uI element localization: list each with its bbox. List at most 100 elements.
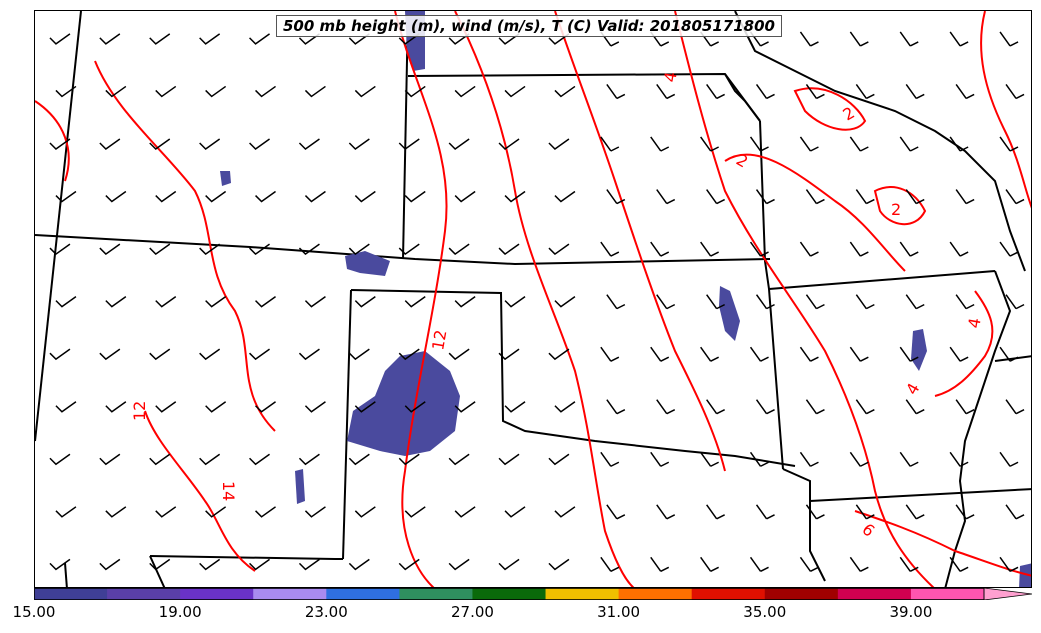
wind-barb [205, 85, 227, 98]
wind-barb [298, 453, 320, 466]
wind-barb [656, 504, 676, 520]
colorbar-segment [910, 588, 985, 600]
wind-barb [354, 85, 376, 98]
wind-barb [99, 453, 121, 466]
shading-wyoming [220, 171, 231, 186]
contour-8 [454, 11, 635, 587]
wind-barb [849, 136, 869, 152]
wind-barb [548, 243, 570, 256]
wind-barb [249, 243, 270, 256]
state-line-mo-ar [768, 270, 996, 290]
wind-speed-shading [220, 11, 1031, 587]
colorbar-segment [545, 588, 620, 600]
wind-barb [955, 84, 975, 100]
wind-barb [149, 138, 171, 150]
temperature-contours [35, 11, 1031, 587]
colorbar-tick-label: 35.00 [743, 603, 787, 621]
wind-barb [999, 31, 1019, 47]
wind-barb [606, 84, 626, 100]
wind-barb [755, 399, 775, 415]
wind-barb [398, 453, 420, 466]
wind-barb [99, 33, 121, 45]
wind-barb [706, 399, 725, 415]
wind-barb [354, 506, 376, 518]
wind-barb [454, 506, 476, 518]
colorbar-tick-label: 19.00 [158, 603, 202, 621]
wind-barb [548, 33, 570, 45]
wind-barb [949, 31, 969, 47]
state-line-wy-co-ks [35, 234, 771, 266]
wind-barb [905, 399, 925, 415]
wind-barb [404, 401, 426, 413]
wind-barb [548, 558, 570, 571]
wind-barb [348, 453, 370, 466]
wind-barb [600, 136, 620, 152]
wind-barb [504, 296, 526, 308]
wind-barb [55, 296, 77, 308]
wind-barb [249, 558, 270, 571]
wind-barb [448, 348, 470, 361]
wind-barb [49, 33, 71, 45]
wind-barb [404, 296, 426, 308]
state-line-west [35, 11, 82, 442]
wind-barb [600, 241, 620, 257]
state-line-nm-ok [350, 289, 796, 467]
wind-barb [899, 31, 919, 47]
wind-barb [650, 451, 670, 467]
wind-barb [155, 190, 177, 203]
state-line-sw [149, 555, 166, 587]
wind-barb [155, 401, 177, 413]
wind-barb [706, 84, 725, 100]
wind-barb [105, 190, 127, 203]
wind-barb [99, 558, 121, 571]
wind-barb [448, 243, 470, 256]
wind-barb [454, 401, 476, 413]
wind-barb [700, 241, 719, 257]
wind-barb [805, 84, 825, 100]
state-line-mo-ks [759, 120, 784, 470]
wind-barb [899, 346, 919, 362]
wind-barb [656, 294, 676, 310]
wind-barb [999, 451, 1019, 467]
wind-barb [554, 190, 576, 203]
wind-barb [899, 241, 919, 257]
colorbar-extend-arrow [983, 588, 1032, 600]
wind-barb [404, 506, 426, 518]
wind-barb [298, 243, 320, 256]
wind-barb [1005, 504, 1025, 520]
contour-label: 12 [428, 328, 450, 351]
wind-barb [855, 294, 875, 310]
wind-barb [149, 453, 171, 466]
wind-barb [398, 243, 420, 256]
wind-barb [348, 348, 370, 361]
wind-barb [855, 84, 875, 100]
wind-barb [955, 189, 975, 205]
wind-barb [755, 84, 775, 100]
wind-barb [348, 138, 370, 150]
contour-2-c [873, 186, 927, 226]
wind-barb [650, 241, 670, 257]
wind-barb [298, 558, 320, 571]
wind-barb [105, 401, 127, 413]
wind-barb [398, 138, 420, 150]
wind-barb [855, 189, 875, 205]
wind-barb [905, 504, 925, 520]
wind-barb [55, 401, 77, 413]
wind-barb [448, 453, 470, 466]
wind-barb [799, 241, 819, 257]
wind-barb [606, 504, 626, 520]
wind-barb [304, 401, 326, 413]
contour-label: 4 [964, 316, 984, 329]
wind-barbs [49, 31, 1025, 573]
wind-barb [606, 399, 626, 415]
wind-barb [606, 294, 626, 310]
contour-6 [554, 11, 726, 472]
wind-barb [255, 190, 276, 203]
colorbar-segment [180, 588, 254, 600]
wind-barb [304, 190, 326, 203]
contour-6-b [854, 510, 1031, 577]
wind-barb [99, 138, 121, 150]
wind-barb [805, 189, 825, 205]
state-line-far-sw [64, 562, 68, 587]
state-line-sd-ne [407, 72, 761, 122]
